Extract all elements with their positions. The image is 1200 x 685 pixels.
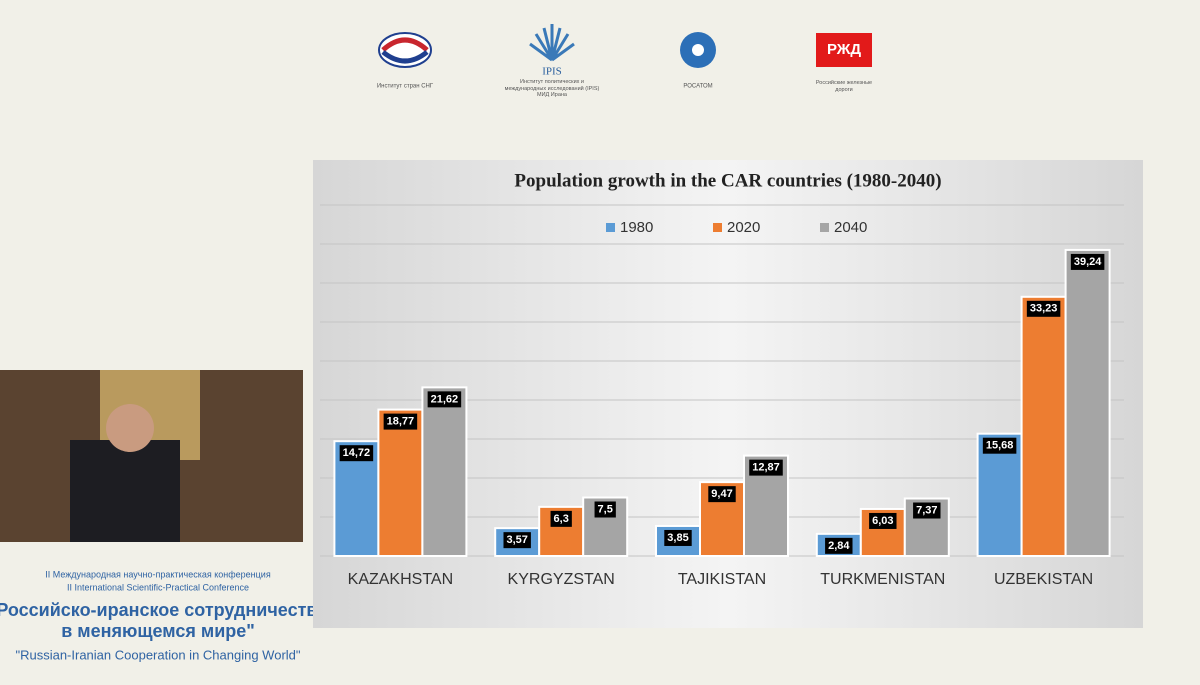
legend-label: 1980 [620,219,653,236]
x-tick-label: KYRGYZSTAN [508,571,615,588]
data-label-box [383,413,418,430]
conference-title: "Российско-иранское сотрудничество [0,600,328,620]
data-label: 14,72 [343,447,371,459]
logo-caption: РОСАТОМ [683,84,712,90]
logo-isng [378,32,432,68]
data-label: 7,37 [916,504,937,516]
logo-caption-box: Институт политических и международных ис… [504,79,600,99]
data-label: 3,57 [506,534,527,546]
video-person [70,440,180,542]
chart: 1980 2020 2040 KAZAKHSTAN 14,72 18,77 21,62 KYR… [320,204,1124,588]
logo-rosatom [680,32,716,68]
data-label: 2,84 [828,540,850,552]
data-label: 3,85 [667,532,688,544]
bar [1020,295,1067,557]
legend-label: 2040 [834,219,867,236]
bar [421,386,468,558]
data-label-box [664,529,692,546]
data-label: 12,87 [752,462,780,474]
legend-swatch [713,223,722,232]
data-label-box [594,501,616,518]
data-label: 18,77 [387,416,415,428]
logo-caption: Институт стран СНГ [377,84,434,90]
data-label: 7,5 [598,503,613,515]
conference-title: в меняющемся мире" [61,621,255,641]
x-tick-label: TAJIKISTAN [678,571,766,588]
legend-label: 2020 [727,219,760,236]
bar [377,408,424,557]
data-label: 15,68 [986,440,1014,452]
bar [1064,248,1111,557]
video-person [106,404,154,452]
data-label-box [1026,300,1061,317]
data-label: 39,24 [1074,256,1102,268]
data-label-box [749,459,783,476]
logo-caption: Институт политических и международных ис… [504,79,600,99]
logo-caption: Российские железные дороги [815,80,873,93]
data-label-box [982,437,1017,454]
logo-ipis [529,24,575,62]
legend-swatch [606,223,615,232]
data-label-box [1070,253,1105,270]
data-label: 9,47 [711,488,732,500]
conference-line: II Международная научно-практическая кон… [45,569,271,579]
bar [976,432,1023,558]
x-tick-label: UZBEKISTAN [994,571,1093,588]
x-tick-label: KAZAKHSTAN [348,571,454,588]
logo-text: РЖД [827,41,861,58]
data-label-box [503,532,531,549]
data-label-box [427,391,462,408]
data-label: 21,62 [431,393,459,405]
logo-caption-box: Российские железные дороги [815,80,873,93]
data-label-box [708,486,736,503]
data-label-box [825,537,853,554]
data-label-box [913,502,941,519]
chart-title: Population growth in the CAR countries (… [514,170,941,191]
conference-title-en: "Russian-Iranian Cooperation in Changing… [15,647,300,662]
data-label-box [869,512,897,529]
conference-line: II International Scientific-Practical Co… [67,582,249,592]
data-label: 6,3 [554,513,569,525]
logo-text: IPIS [542,66,562,78]
x-tick-label: TURKMENISTAN [820,571,945,588]
data-label-box [339,445,374,462]
data-label-box [550,510,572,527]
logo-rzd [816,33,872,67]
data-label: 6,03 [872,515,893,527]
legend-swatch [820,223,829,232]
data-label: 33,23 [1030,303,1058,315]
